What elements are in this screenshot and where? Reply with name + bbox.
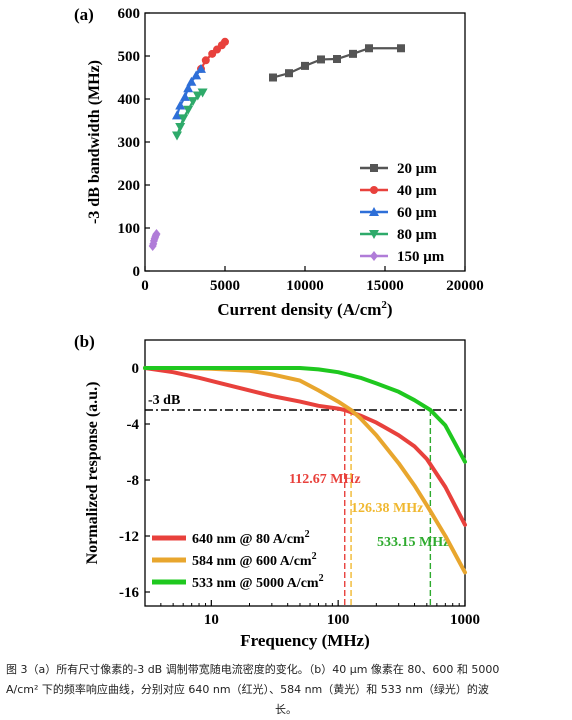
x-tick-label: 1000 bbox=[450, 612, 480, 628]
panel-b-xlabel: Frequency (MHz) bbox=[240, 631, 370, 650]
x-tick-label: 5000 bbox=[210, 278, 240, 294]
data-point bbox=[397, 44, 405, 53]
legend-marker bbox=[370, 186, 378, 194]
y-tick-label: -4 bbox=[127, 417, 140, 433]
data-point bbox=[201, 56, 210, 65]
series-3 bbox=[172, 88, 208, 141]
panel-b-ylabel: Normalized response (a.u.) bbox=[84, 382, 101, 565]
panel-a-ylabel: -3 dB bandwidth (MHz) bbox=[86, 60, 103, 224]
data-point bbox=[178, 114, 189, 124]
panel-b-label: (b) bbox=[74, 332, 95, 351]
panel-b: (b) 10 100 1000 0 -4 -8 -12 -16 -3 dB 112.67 MHz… bbox=[74, 332, 480, 650]
caption-line-1: 图 3（a）所有尺寸像素的-3 dB 调制带宽随电流密度的变化。（b）40 μm… bbox=[6, 663, 500, 676]
y-tick-label: 0 bbox=[132, 361, 140, 377]
data-point bbox=[196, 63, 206, 73]
data-point bbox=[186, 76, 197, 86]
panel-b-ticks: 10 100 1000 0 -4 -8 -12 -16 bbox=[119, 361, 480, 628]
data-point bbox=[365, 44, 373, 53]
series-4 bbox=[148, 229, 161, 252]
panel-a-xlabel: Current density (A/cm2) bbox=[217, 299, 392, 319]
data-point bbox=[197, 88, 208, 98]
cutoff-annotation: 533.15 MHz bbox=[377, 535, 449, 550]
data-point bbox=[191, 70, 202, 80]
y-tick-label: 200 bbox=[118, 178, 141, 194]
legend-label: 40 μm bbox=[397, 183, 437, 199]
data-point bbox=[221, 37, 229, 46]
data-point bbox=[175, 100, 186, 110]
y-tick-label: 600 bbox=[118, 6, 141, 22]
figure-caption: 图 3（a）所有尺寸像素的-3 dB 调制带宽随电流密度的变化。（b）40 μm… bbox=[6, 660, 566, 720]
panel-a-series bbox=[148, 37, 405, 252]
y-tick-label: 300 bbox=[118, 135, 141, 151]
legend-label: 20 μm bbox=[397, 161, 437, 177]
data-point bbox=[317, 55, 325, 64]
legend-marker bbox=[370, 251, 378, 261]
data-point bbox=[152, 229, 161, 240]
series-0 bbox=[269, 44, 405, 82]
legend-marker bbox=[369, 207, 379, 216]
series-1 bbox=[197, 37, 229, 73]
data-point bbox=[192, 91, 203, 101]
cutoff-annotation: 126.38 MHz bbox=[351, 501, 423, 516]
legend-label: 584 nm @ 600 A/cm2 bbox=[192, 551, 317, 569]
data-point bbox=[172, 131, 182, 141]
series-0-line bbox=[143, 366, 467, 527]
legend-label: 60 μm bbox=[397, 205, 437, 221]
panel-a-ticks: 0 5000 10000 15000 20000 0 100 200 300 400 500 600 bbox=[118, 6, 484, 294]
panel-a: (a) 0 5000 10000 15000 20000 0 100 200 300 400 500… bbox=[74, 5, 484, 319]
data-point bbox=[183, 83, 194, 93]
legend-label: 80 μm bbox=[397, 227, 437, 243]
y-tick-label: 0 bbox=[133, 264, 141, 280]
series-2-line bbox=[143, 366, 467, 464]
x-tick-label: 100 bbox=[327, 612, 350, 628]
legend-marker bbox=[369, 230, 379, 239]
legend-label: 150 μm bbox=[397, 249, 445, 265]
data-point bbox=[269, 73, 277, 82]
legend-label: 533 nm @ 5000 A/cm2 bbox=[192, 573, 324, 591]
panel-b-guides: -3 dB 112.67 MHz 126.38 MHz 533.15 MHz bbox=[145, 393, 465, 606]
y-tick-label: 400 bbox=[118, 92, 141, 108]
x-tick-label: 10 bbox=[204, 612, 219, 628]
y-tick-label: -12 bbox=[119, 529, 139, 545]
y-tick-label: 500 bbox=[118, 49, 141, 65]
legend-label: 640 nm @ 80 A/cm2 bbox=[192, 529, 310, 547]
data-point bbox=[175, 122, 186, 132]
figure-canvas: (a) 0 5000 10000 15000 200000100200300400500… bbox=[74, 5, 484, 650]
legend-marker bbox=[370, 164, 378, 172]
panel-b-series bbox=[143, 366, 467, 575]
caption-line-2: A/cm² 下的频率响应曲线，分别对应 640 nm（红光）、584 nm（黄光… bbox=[6, 683, 489, 696]
panel-a-legend: 20 μm 40 μm 60 μm 80 μm 150 μm bbox=[360, 161, 445, 265]
data-point bbox=[301, 61, 309, 70]
data-point bbox=[172, 110, 182, 120]
panel-a-label: (a) bbox=[74, 5, 94, 24]
data-point bbox=[180, 91, 190, 101]
y-tick-label: 100 bbox=[118, 221, 141, 237]
panel-b-plot-frame bbox=[144, 339, 466, 607]
x-tick-label: 10000 bbox=[286, 278, 324, 294]
data-point bbox=[183, 105, 194, 115]
x-tick-label: 15000 bbox=[366, 278, 404, 294]
caption-line-3: 长。 bbox=[275, 703, 297, 716]
threshold-label: -3 dB bbox=[148, 393, 180, 408]
series-2 bbox=[172, 63, 206, 120]
panel-b-legend: 640 nm @ 80 A/cm2 584 nm @ 600 A/cm2 533 n… bbox=[152, 529, 324, 591]
x-tick-label: 0 bbox=[141, 278, 149, 294]
data-point bbox=[188, 97, 198, 107]
data-point bbox=[349, 49, 357, 58]
y-tick-label: -8 bbox=[127, 473, 140, 489]
data-point bbox=[285, 69, 293, 78]
cutoff-annotation: 112.67 MHz bbox=[289, 472, 361, 487]
y-tick-label: -16 bbox=[119, 585, 139, 601]
data-point bbox=[333, 55, 341, 64]
x-tick-label: 20000 bbox=[446, 278, 484, 294]
